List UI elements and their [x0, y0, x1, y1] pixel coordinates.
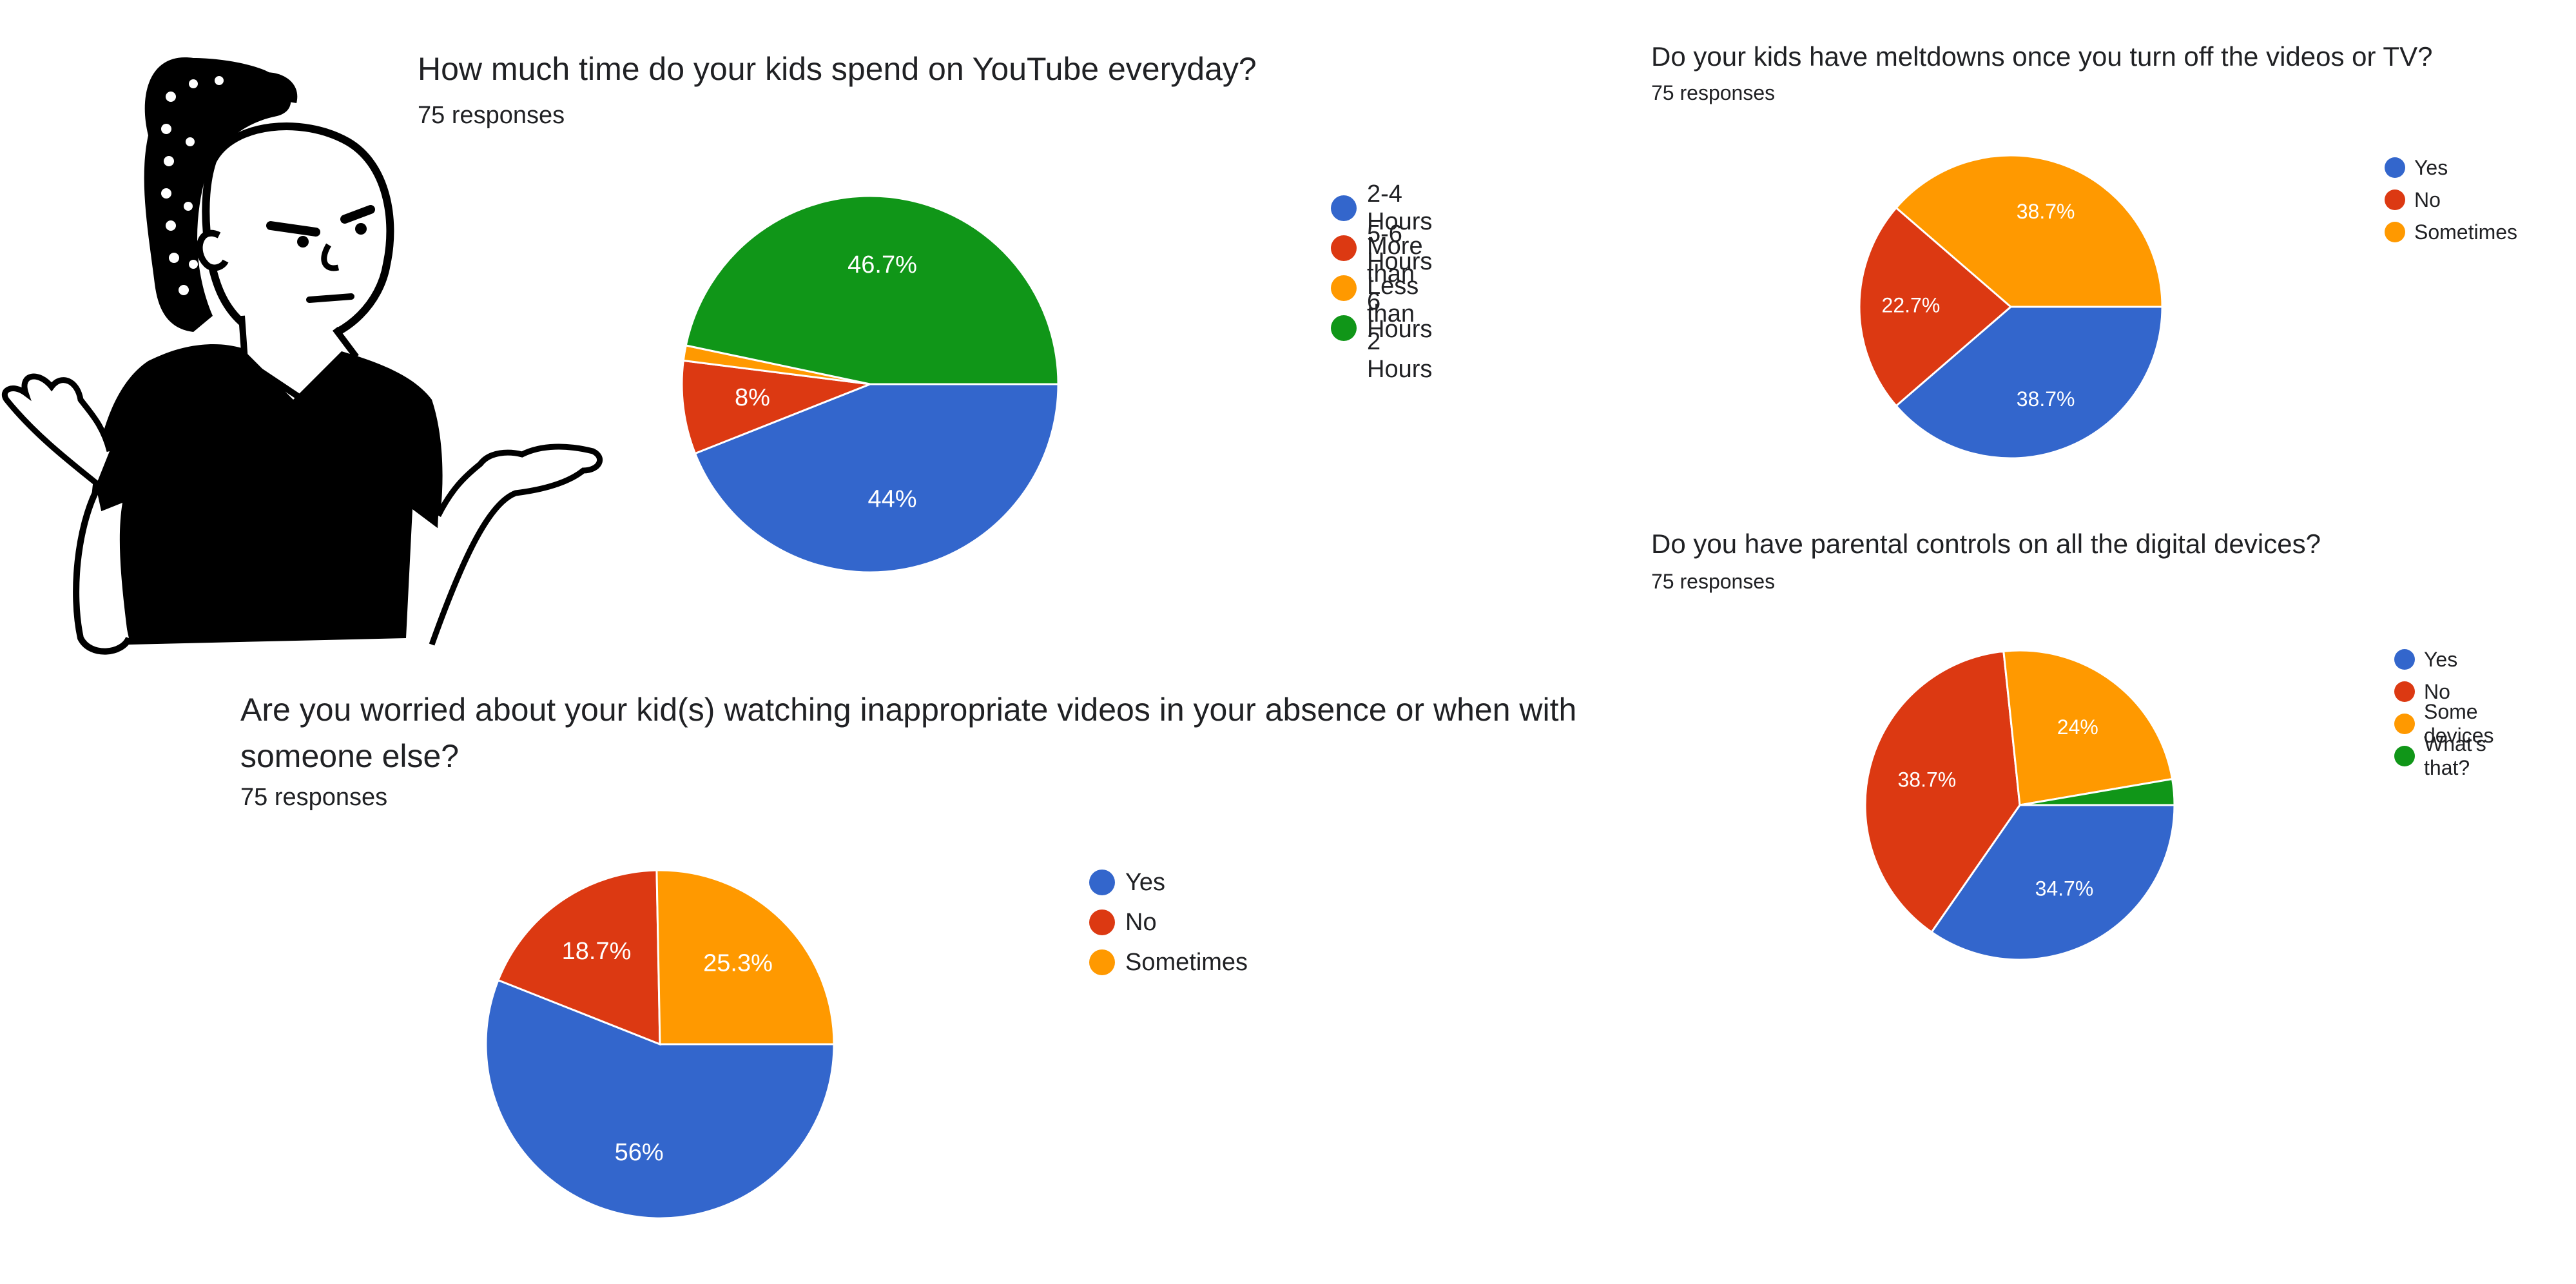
response-count: 75 responses — [418, 102, 565, 129]
legend-swatch — [1089, 910, 1115, 935]
pie-slice-4 — [2019, 777, 2176, 806]
legend-item: No — [2394, 676, 2494, 708]
legend-swatch — [2394, 649, 2415, 670]
legend-label: Yes — [2424, 647, 2458, 671]
legend-swatch — [2394, 714, 2415, 734]
legend-label: No — [2414, 188, 2441, 211]
response-count: 75 responses — [1651, 570, 1776, 593]
slice-label-3: 38.7% — [2017, 200, 2075, 223]
shrugging-person-icon — [1, 57, 603, 655]
slice-label-4: 46.7% — [847, 251, 917, 278]
legend-item: Some devices — [2394, 700, 2494, 747]
chart-legend: Yes No Sometimes — [2385, 151, 2517, 248]
chart-title: How much time do your kids spend on YouT… — [418, 51, 1257, 87]
slice-label-3: 25.3% — [703, 950, 773, 977]
legend-swatch — [1331, 195, 1357, 221]
legend-swatch — [2385, 157, 2405, 178]
legend-swatch — [1089, 870, 1115, 895]
legend-label: Less than 2 Hours — [1367, 273, 1433, 383]
legend-item: What's that? — [2394, 732, 2494, 779]
pie-slice-3 — [682, 344, 871, 385]
slice-label-2: 22.7% — [1882, 293, 1941, 316]
legend-item: Yes — [1089, 862, 1248, 902]
legend-swatch — [1331, 275, 1357, 301]
pie-slice-1 — [1895, 306, 2164, 460]
chart-title-line-1: Are you worried about your kid(s) watchi… — [240, 692, 1577, 728]
legend-item: No — [2385, 184, 2517, 216]
chart-legend: Yes No Some devices What's that? — [2394, 643, 2494, 779]
slice-label-3: 24% — [2057, 715, 2098, 739]
legend-swatch — [2385, 222, 2405, 242]
legend-label: What's that? — [2424, 732, 2486, 779]
slice-label-2: 18.7% — [562, 938, 632, 965]
legend-item: No — [1089, 902, 1248, 942]
legend-item: 2-4 Hours — [1331, 180, 1432, 235]
legend-label: Some devices — [2424, 700, 2494, 747]
pie-slice-2 — [1858, 206, 2013, 407]
legend-swatch — [1089, 949, 1115, 975]
response-count: 75 responses — [240, 784, 388, 811]
slice-label-2: 8% — [735, 384, 770, 411]
legend-swatch — [1331, 315, 1357, 341]
legend-swatch — [2385, 190, 2405, 210]
legend-label: Yes — [2414, 155, 2448, 179]
slice-label-1: 44% — [867, 486, 916, 513]
chart-legend: Yes No Sometimes — [1089, 862, 1248, 982]
legend-item: Yes — [2394, 643, 2494, 676]
legend-label: Yes — [1125, 868, 1165, 896]
response-count: 75 responses — [1651, 81, 1776, 104]
legend-label: No — [2424, 679, 2450, 703]
slice-label-1: 38.7% — [2017, 387, 2075, 411]
legend-label: 2-4 Hours — [1367, 180, 1433, 235]
legend-label: Sometimes — [2414, 220, 2518, 244]
slice-label-1: 56% — [615, 1139, 664, 1166]
legend-item: Sometimes — [1089, 942, 1248, 982]
pie-slice-4 — [684, 195, 1060, 385]
legend-item: 5-6 Hours — [1331, 220, 1432, 275]
legend-swatch — [1331, 235, 1357, 261]
legend-item: More than 6 Hours — [1331, 233, 1432, 343]
legend-item: Less than 2 Hours — [1331, 273, 1432, 383]
chart-legend: 2-4 Hours 5-6 Hours More than 6 Hours Less … — [1331, 180, 1432, 383]
pie-slice-1 — [693, 383, 1060, 574]
legend-swatch — [2394, 681, 2415, 702]
pie-slice-3 — [1895, 154, 2164, 308]
legend-swatch — [2394, 746, 2415, 766]
chart-title: Do your kids have meltdowns once you tur… — [1651, 41, 2433, 72]
legend-label: More than 6 Hours — [1367, 233, 1433, 343]
legend-label: No — [1125, 908, 1157, 936]
pie-slice-2 — [681, 359, 871, 455]
pie-slice-2 — [1864, 650, 2021, 934]
pie-slice-3 — [655, 869, 835, 1046]
pie-slice-1 — [485, 978, 835, 1220]
pie-slice-3 — [2002, 649, 2174, 806]
chart-title-line-2: someone else? — [240, 738, 460, 774]
legend-item: Yes — [2385, 151, 2517, 184]
chart-title: Do you have parental controls on all the… — [1651, 529, 2321, 559]
legend-item: Sometimes — [2385, 216, 2517, 248]
pie-slice-2 — [497, 869, 661, 1046]
slice-label-1: 34.7% — [2035, 877, 2094, 900]
slice-label-2: 38.7% — [1897, 768, 1956, 791]
legend-label: 5-6 Hours — [1367, 220, 1433, 275]
legend-label: Sometimes — [1125, 948, 1248, 976]
pie-slice-1 — [1930, 804, 2176, 961]
